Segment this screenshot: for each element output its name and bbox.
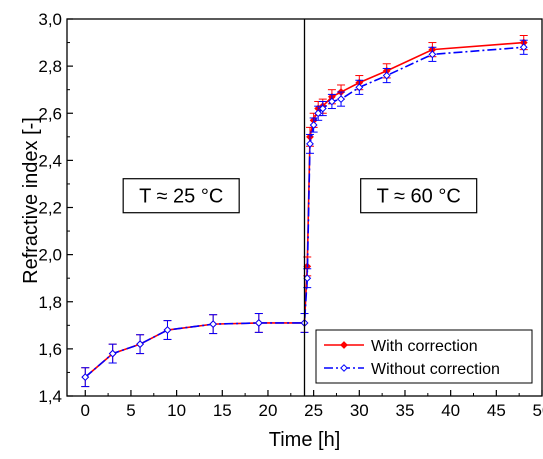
y-tick-label: 2,4	[38, 151, 62, 170]
data-point	[327, 97, 336, 106]
x-tick-label: 25	[304, 401, 323, 420]
y-tick-label: 2,2	[38, 199, 62, 218]
data-point	[209, 320, 218, 329]
y-tick-label: 3,0	[38, 10, 62, 29]
data-point	[108, 349, 117, 358]
data-point	[81, 373, 90, 382]
y-axis: 1,4 1,6 1,8 2,0 2,2 2,4 2,6 2,8 3,0	[38, 10, 73, 406]
data-point	[318, 104, 327, 113]
y-tick-label: 1,8	[38, 293, 62, 312]
data-point	[306, 139, 314, 148]
data-point	[428, 50, 437, 59]
legend-entry-1: With correction	[324, 338, 478, 355]
data-point	[136, 340, 144, 349]
y-tick-label: 2,0	[38, 246, 62, 265]
data-point	[519, 43, 528, 52]
legend-label: With correction	[371, 338, 478, 355]
legend-entry-2: Without correction	[324, 361, 500, 378]
legend-box	[315, 329, 533, 384]
legend: With correction Without correction	[315, 329, 533, 384]
data-point	[163, 326, 172, 334]
annotation-label: T ≈ 25 °C	[139, 186, 223, 208]
x-tick-label: 15	[213, 401, 232, 420]
x-tick-label: 40	[441, 401, 460, 420]
x-tick-label: 50	[533, 401, 543, 420]
x-axis-title: Time [h]	[269, 429, 341, 451]
series-layer	[81, 34, 528, 388]
annotation-1: T ≈ 25 °C	[122, 178, 240, 214]
x-tick-label: 5	[126, 401, 135, 420]
data-point	[340, 341, 348, 349]
data-point	[355, 83, 364, 92]
y-tick-label: 1,4	[38, 387, 62, 406]
series-line	[84, 46, 524, 378]
x-tick-label: 45	[487, 401, 506, 420]
x-tick-label: 0	[81, 401, 90, 420]
data-point	[382, 71, 391, 80]
annotation-box	[122, 178, 240, 214]
data-point	[254, 319, 263, 327]
x-tick-label: 10	[167, 401, 186, 420]
series-2	[81, 39, 528, 388]
x-tick-label: 20	[259, 401, 278, 420]
y-tick-label: 2,8	[38, 57, 62, 76]
data-point	[314, 109, 323, 118]
legend-label: Without correction	[371, 361, 500, 378]
annotations: T ≈ 25 °C T ≈ 60 °C	[122, 178, 478, 214]
x-tick-label: 30	[350, 401, 369, 420]
annotation-label: T ≈ 60 °C	[377, 186, 461, 208]
data-point	[309, 121, 318, 129]
annotation-box	[360, 178, 478, 214]
y-tick-label: 1,6	[38, 340, 62, 359]
data-point	[337, 95, 345, 104]
y-axis-title: Refractive index [-]	[20, 117, 42, 284]
annotation-2: T ≈ 60 °C	[360, 178, 478, 214]
x-tick-label: 35	[396, 401, 415, 420]
y-tick-label: 2,6	[38, 104, 62, 123]
x-axis: 0 5 10 15 20 25 30 35 40 45 50	[81, 390, 543, 420]
data-point	[340, 364, 348, 372]
